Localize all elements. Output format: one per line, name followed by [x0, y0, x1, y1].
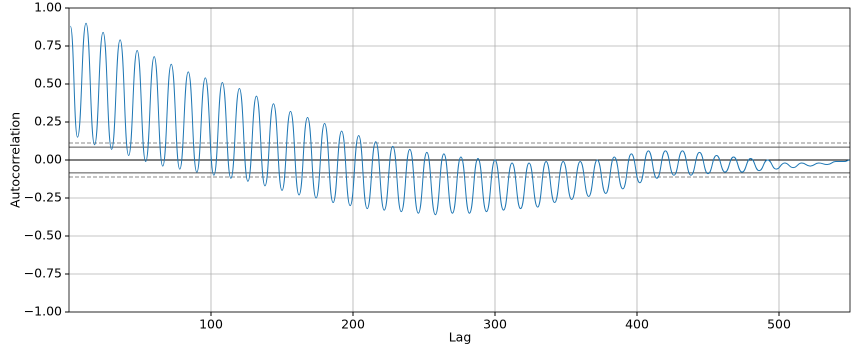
y-tick-label: 0.00 [34, 152, 62, 167]
x-tick-label: 200 [341, 317, 365, 332]
x-tick-label: 500 [767, 317, 791, 332]
series-line [69, 22, 851, 216]
y-axis-label: Autocorrelation [8, 112, 23, 208]
y-tick-label: 1.00 [34, 0, 62, 15]
x-tick-label: 300 [483, 317, 507, 332]
y-tick-label: −0.75 [24, 266, 62, 281]
plot-frame [68, 7, 851, 313]
x-tick-label: 400 [625, 317, 649, 332]
y-tick-label: −0.50 [24, 228, 62, 243]
x-axis-label: Lag [449, 330, 472, 345]
y-tick-label: −1.00 [24, 304, 62, 319]
y-tick-label: 0.75 [34, 38, 62, 53]
x-tick-label: 100 [199, 317, 223, 332]
y-tick-label: 0.50 [34, 76, 62, 91]
y-tick-label: 0.25 [34, 114, 62, 129]
y-tick-label: −0.25 [24, 190, 62, 205]
